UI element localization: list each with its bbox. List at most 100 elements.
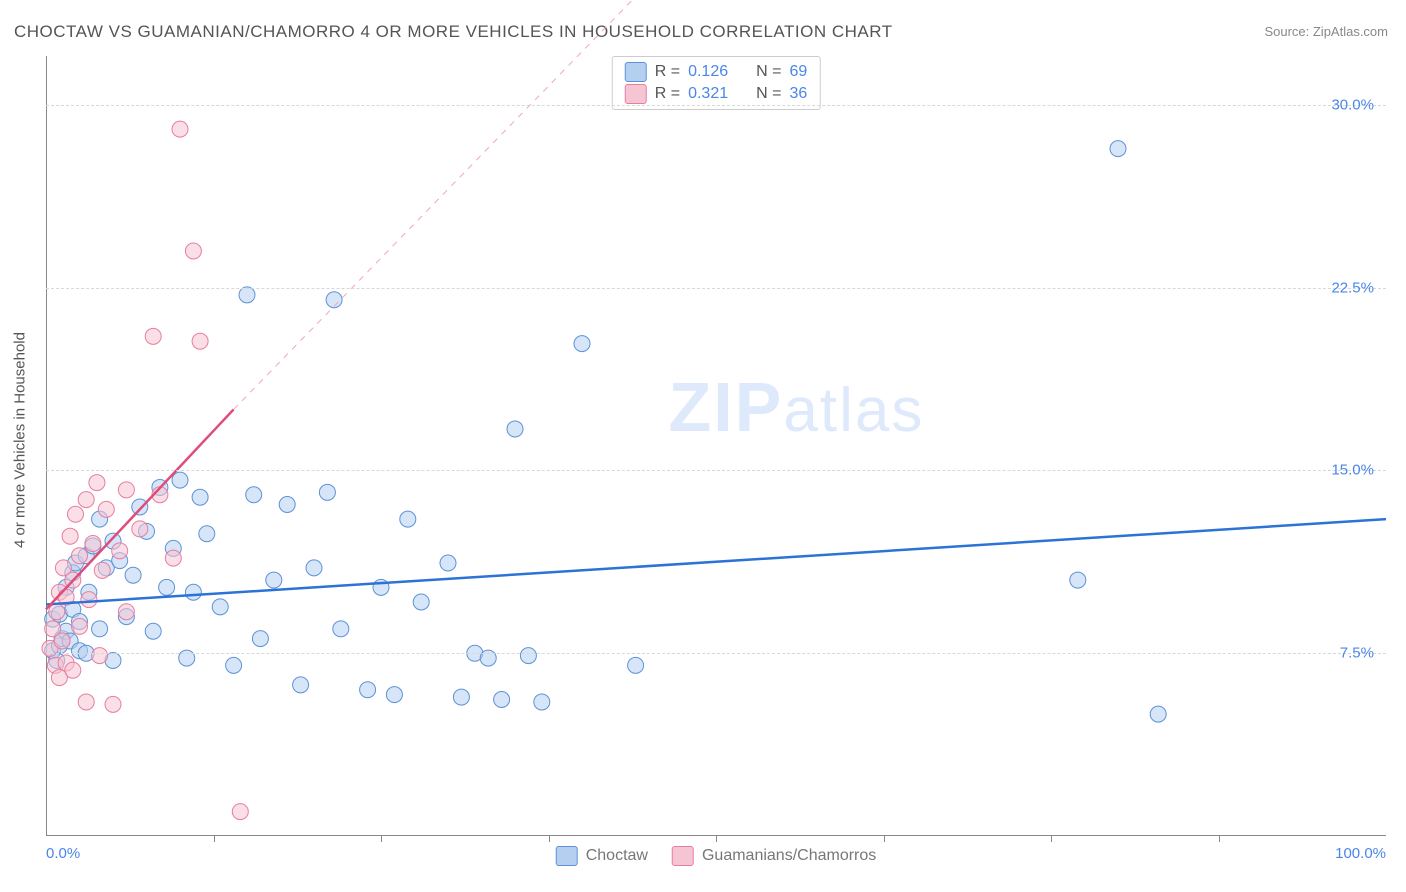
scatter-point [192,333,208,349]
scatter-point [574,336,590,352]
scatter-point [319,484,335,500]
scatter-point [453,689,469,705]
scatter-point [1110,141,1126,157]
scatter-point [326,292,342,308]
y-tick-label: 7.5% [1340,645,1374,662]
legend-swatch-0 [625,62,647,82]
scatter-point [232,804,248,820]
y-tick-label: 15.0% [1331,462,1374,479]
legend-item-1: Guamanians/Chamorros [672,846,876,866]
scatter-point [1150,706,1166,722]
legend-series: Choctaw Guamanians/Chamorros [556,846,877,866]
scatter-point [199,526,215,542]
scatter-point [105,696,121,712]
scatter-point [386,687,402,703]
y-tick-label: 30.0% [1331,96,1374,113]
r-value-0: 0.126 [688,61,728,83]
scatter-point [279,497,295,513]
scatter-point [192,489,208,505]
n-label-0: N = [756,61,781,83]
legend-bottom-swatch-1 [672,846,694,866]
scatter-point [132,499,148,515]
scatter-point [239,287,255,303]
scatter-point [172,472,188,488]
legend-label-1: Guamanians/Chamorros [702,847,876,865]
scatter-point [246,487,262,503]
n-label-1: N = [756,83,781,105]
scatter-point [172,121,188,137]
scatter-point [118,604,134,620]
scatter-point [159,579,175,595]
scatter-point [72,618,88,634]
scatter-point [78,492,94,508]
scatter-point [94,562,110,578]
scatter-point [72,548,88,564]
r-label-0: R = [655,61,680,83]
source-name: ZipAtlas.com [1313,24,1388,39]
legend-stats-row-1: R = 0.321 N = 36 [625,83,808,105]
r-label-1: R = [655,83,680,105]
legend-stats-row-0: R = 0.126 N = 69 [625,61,808,83]
source-attribution: Source: ZipAtlas.com [1264,24,1388,39]
scatter-point [185,243,201,259]
scatter-point [49,604,65,620]
scatter-point [293,677,309,693]
grid-line [46,653,1386,654]
x-tick-mark [716,836,717,842]
scatter-point [118,482,134,498]
scatter-svg [46,56,1386,836]
scatter-point [266,572,282,588]
scatter-point [67,506,83,522]
x-tick-mark [214,836,215,842]
scatter-point [1070,572,1086,588]
legend-stats: R = 0.126 N = 69 R = 0.321 N = 36 [612,56,821,110]
n-value-1: 36 [789,83,807,105]
scatter-point [65,662,81,678]
scatter-point [81,592,97,608]
legend-bottom-swatch-0 [556,846,578,866]
scatter-point [534,694,550,710]
scatter-point [360,682,376,698]
scatter-point [440,555,456,571]
legend-swatch-1 [625,84,647,104]
scatter-point [54,633,70,649]
scatter-point [92,621,108,637]
scatter-point [92,648,108,664]
x-tick-label: 100.0% [1335,845,1386,862]
grid-line [46,470,1386,471]
scatter-point [333,621,349,637]
scatter-point [78,694,94,710]
scatter-point [185,584,201,600]
scatter-point [520,648,536,664]
source-prefix: Source: [1264,24,1312,39]
scatter-point [62,528,78,544]
grid-line [46,105,1386,106]
y-axis-label: 4 or more Vehicles in Household [12,332,29,548]
scatter-point [226,657,242,673]
x-tick-mark [549,836,550,842]
chart-title: CHOCTAW VS GUAMANIAN/CHAMORRO 4 OR MORE … [14,22,893,42]
scatter-point [165,550,181,566]
scatter-point [494,692,510,708]
scatter-point [212,599,228,615]
scatter-point [132,521,148,537]
scatter-point [145,328,161,344]
scatter-point [98,501,114,517]
scatter-point [306,560,322,576]
scatter-point [89,475,105,491]
scatter-point [628,657,644,673]
x-tick-mark [1219,836,1220,842]
x-tick-label: 0.0% [46,845,80,862]
plot-area: ZIPatlas R = 0.126 N = 69 R = 0.321 N = … [46,56,1386,836]
scatter-point [145,623,161,639]
scatter-point [400,511,416,527]
scatter-point [413,594,429,610]
legend-label-0: Choctaw [586,847,648,865]
x-tick-mark [381,836,382,842]
grid-line [46,288,1386,289]
x-tick-mark [884,836,885,842]
trend-line [46,519,1386,604]
r-value-1: 0.321 [688,83,728,105]
legend-item-0: Choctaw [556,846,648,866]
scatter-point [112,543,128,559]
